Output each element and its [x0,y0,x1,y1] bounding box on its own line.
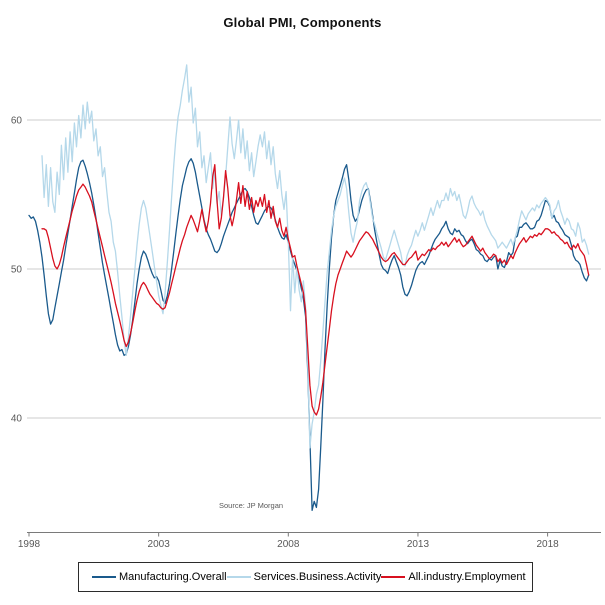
x-tick-label: 2008 [277,539,300,550]
manufacturing-line-swatch-icon [92,576,116,578]
employment-line-swatch-icon [381,576,406,578]
series-line-manufacturing-overall [28,158,590,512]
x-tick-label: 1998 [18,539,41,550]
series-line-all-industry-employment [41,164,590,416]
legend-item-services: Services.Business.Activity [226,571,382,583]
chart-title: Global PMI, Components [223,15,382,30]
x-tick-label: 2018 [536,539,559,550]
legend: Manufacturing.Overall Services.Business.… [78,562,533,592]
source-note: Source: JP Morgan [219,501,284,510]
legend-item-manufacturing: Manufacturing.Overall [92,571,227,583]
x-tick-label: 2003 [148,539,171,550]
y-tick-label: 40 [11,414,23,425]
legend-item-employment: All.industry.Employment [381,571,526,583]
series-line-services-business-activity [41,64,590,449]
y-tick-label: 60 [11,116,23,127]
legend-label-services: Services.Business.Activity [253,571,382,583]
x-tick-label: 2013 [407,539,430,550]
services-line-swatch-icon [226,576,251,578]
y-tick-label: 50 [11,265,23,276]
legend-label-manufacturing: Manufacturing.Overall [119,571,227,583]
legend-label-employment: All.industry.Employment [408,571,526,583]
